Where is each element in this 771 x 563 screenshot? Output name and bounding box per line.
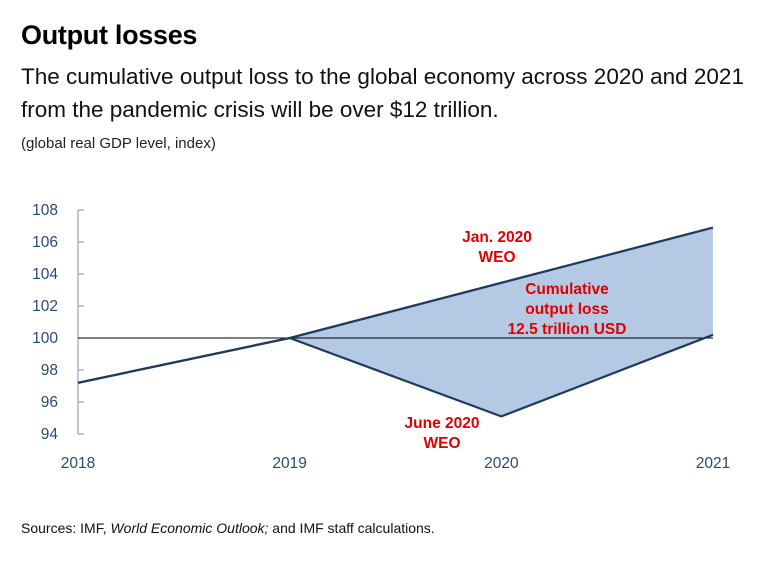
y-tick-label: 102 xyxy=(32,298,58,315)
x-tick-label: 2020 xyxy=(484,455,519,472)
output-loss-area xyxy=(289,227,713,417)
y-tick-label: 106 xyxy=(32,234,58,251)
y-tick-label: 94 xyxy=(41,426,59,443)
axis-layer: 94 96 98 100 102 104 106 108 2018 2019 2020 2021 xyxy=(32,202,730,472)
area-layer xyxy=(289,227,713,417)
y-tick-label: 96 xyxy=(41,394,58,411)
y-tick-label: 100 xyxy=(32,330,58,347)
x-tick-label: 2019 xyxy=(272,455,306,472)
annotation-line: WEO xyxy=(478,249,515,266)
annotation-line: 12.5 trillion USD xyxy=(508,321,627,338)
annotation-june-2020-weo: June 2020 WEO xyxy=(405,415,480,452)
annotation-line: WEO xyxy=(423,435,460,452)
source-note: Sources: IMF, World Economic Outlook; an… xyxy=(21,520,435,536)
x-tick-label: 2018 xyxy=(61,455,95,472)
annotation-line: output loss xyxy=(525,301,609,318)
source-prefix: Sources: IMF, xyxy=(21,520,111,536)
annotation-jan-2020-weo: Jan. 2020 WEO xyxy=(462,229,532,266)
source-italic: World Economic Outlook; xyxy=(110,520,269,536)
annotation-line: June 2020 xyxy=(405,415,480,432)
annotation-line: Cumulative xyxy=(525,281,609,298)
chart-subtitle: The cumulative output loss to the global… xyxy=(21,64,744,122)
series-line-june-2020 xyxy=(77,333,714,418)
label-layer: Jan. 2020 WEO June 2020 WEO Cumulative output… xyxy=(405,229,627,452)
line-layer xyxy=(77,226,714,418)
annotation-line: Jan. 2020 xyxy=(462,229,532,246)
x-tick-label: 2021 xyxy=(696,455,730,472)
units-label: (global real GDP level, index) xyxy=(21,135,216,152)
annotation-cumulative-loss: Cumulative output loss 12.5 trillion USD xyxy=(508,281,627,338)
y-tick-label: 104 xyxy=(32,266,58,283)
y-tick-label: 98 xyxy=(41,362,58,379)
source-suffix: and IMF staff calculations. xyxy=(268,520,435,536)
chart-title: Output losses xyxy=(21,20,198,50)
y-tick-label: 108 xyxy=(32,202,58,219)
